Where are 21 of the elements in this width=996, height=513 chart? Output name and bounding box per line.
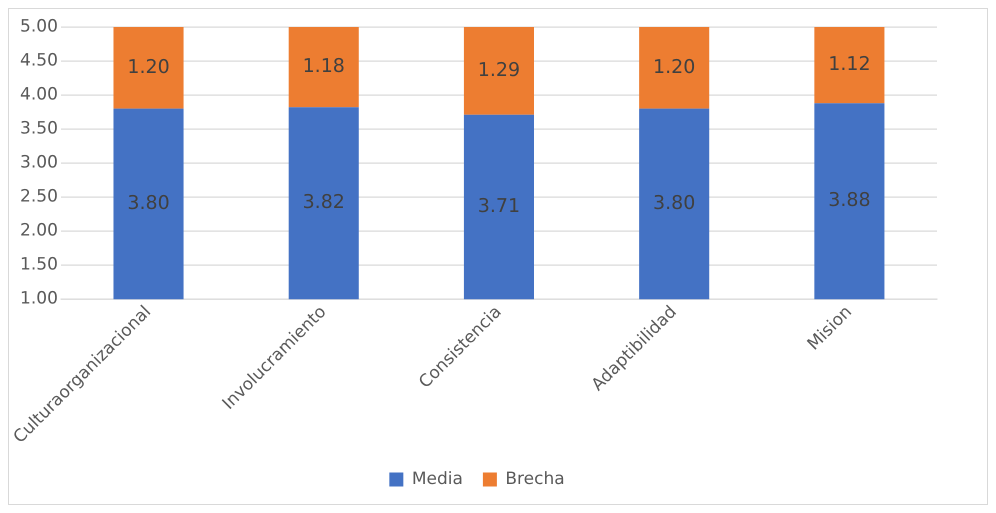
y-tick-label: 2.50 bbox=[20, 186, 58, 207]
legend-label: Media bbox=[412, 468, 463, 489]
data-label: 1.12 bbox=[828, 53, 871, 76]
y-tick-label: 5.00 bbox=[20, 16, 58, 36]
data-label: 3.82 bbox=[302, 191, 345, 214]
data-label: 1.20 bbox=[653, 56, 696, 78]
y-tick-label: 4.00 bbox=[20, 84, 58, 104]
y-tick-label: 3.50 bbox=[20, 118, 58, 139]
y-tick-label: 4.50 bbox=[20, 50, 58, 70]
data-label: 3.80 bbox=[127, 192, 170, 214]
data-label: 3.71 bbox=[478, 194, 520, 217]
data-label: 1.29 bbox=[478, 58, 520, 81]
y-tick-label: 1.00 bbox=[20, 288, 58, 309]
data-label: 1.18 bbox=[302, 55, 345, 78]
y-tick-label: 1.50 bbox=[20, 254, 58, 275]
y-tick-label: 3.00 bbox=[20, 152, 58, 173]
data-label: 3.80 bbox=[653, 192, 696, 214]
data-label: 1.20 bbox=[127, 56, 170, 78]
legend-label: Brecha bbox=[505, 468, 565, 489]
data-label: 3.88 bbox=[828, 189, 871, 212]
y-tick-label: 2.00 bbox=[20, 220, 58, 241]
